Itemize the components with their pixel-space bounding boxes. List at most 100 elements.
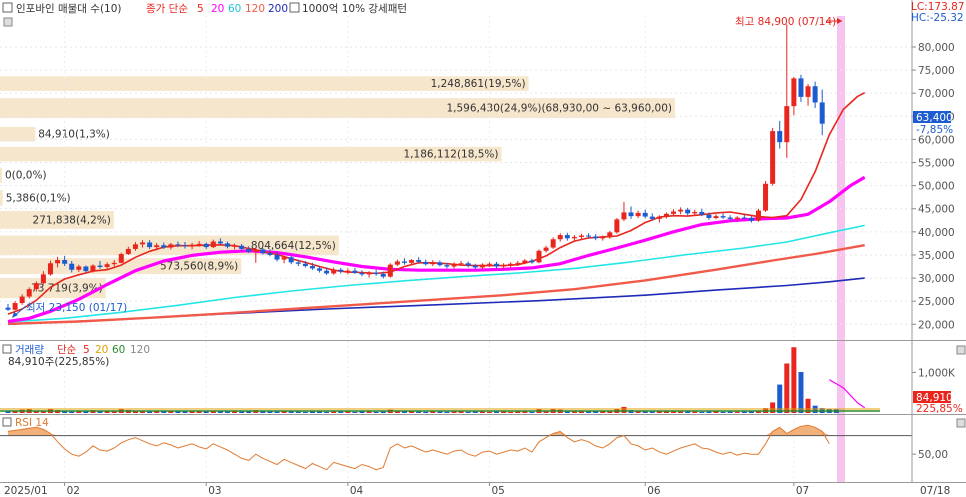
volume-bar[interactable] [770, 402, 776, 413]
volume-bar[interactable] [451, 411, 457, 413]
candle[interactable] [338, 267, 344, 274]
volume-bar[interactable] [154, 410, 160, 413]
volume-bar[interactable] [501, 411, 507, 413]
candle[interactable] [430, 260, 436, 267]
volume-bar[interactable] [529, 411, 535, 413]
candle[interactable] [656, 215, 662, 223]
volume-bar[interactable] [621, 406, 627, 413]
candle[interactable] [246, 246, 252, 254]
candle[interactable] [5, 303, 11, 311]
volume-bar[interactable] [515, 411, 521, 413]
candle[interactable] [663, 212, 669, 219]
candle[interactable] [479, 263, 485, 269]
candle[interactable] [69, 260, 75, 273]
volume-bar[interactable] [317, 411, 323, 413]
volume-bar[interactable] [12, 411, 18, 413]
volume-bar[interactable] [104, 411, 110, 413]
volume-bar[interactable] [239, 411, 245, 413]
candle[interactable] [508, 262, 514, 268]
volume-bar[interactable] [522, 411, 528, 413]
volume-bar[interactable] [798, 372, 804, 413]
candle[interactable] [253, 247, 259, 263]
candle[interactable] [140, 240, 146, 248]
volume-bar[interactable] [281, 410, 287, 413]
volume-bar[interactable] [366, 411, 372, 413]
ma20-legend[interactable]: 20 [211, 3, 224, 15]
volume-bar[interactable] [203, 410, 209, 413]
candle[interactable] [19, 294, 25, 305]
volume-bar[interactable] [444, 411, 450, 413]
ma120-legend[interactable]: 120 [245, 3, 265, 15]
volume-ma5-legend[interactable]: 5 [83, 344, 90, 356]
volume-bar[interactable] [217, 411, 223, 413]
volume-bar[interactable] [288, 411, 294, 413]
candle[interactable] [182, 242, 188, 249]
volume-bar[interactable] [182, 410, 188, 413]
volume-ma60-legend[interactable]: 60 [112, 344, 125, 356]
volume-bar[interactable] [486, 411, 492, 413]
ma200-legend[interactable]: 200 [268, 3, 288, 15]
candle[interactable] [12, 301, 18, 311]
volume-bar[interactable] [678, 411, 684, 413]
candle[interactable] [90, 264, 96, 273]
candle[interactable] [819, 89, 825, 136]
candle[interactable] [494, 261, 500, 269]
volume-bar[interactable] [741, 411, 747, 413]
candle[interactable] [734, 216, 740, 222]
volume-bar[interactable] [423, 411, 429, 413]
volume-bar[interactable] [331, 411, 337, 413]
candle[interactable] [309, 262, 315, 270]
candle[interactable] [437, 260, 443, 267]
volume-bar[interactable] [224, 411, 230, 413]
candle[interactable] [232, 243, 238, 250]
volume-bar[interactable] [479, 411, 485, 413]
volume-bar[interactable] [437, 411, 443, 413]
candle[interactable] [564, 232, 570, 241]
volume-bar[interactable] [260, 411, 266, 413]
volume-bar[interactable] [791, 347, 797, 413]
volume-bar[interactable] [359, 411, 365, 413]
volume-bar[interactable] [324, 411, 330, 413]
candle[interactable] [260, 248, 266, 255]
legend-toggle-icon[interactable] [2, 2, 13, 13]
candle[interactable] [203, 242, 209, 249]
candle[interactable] [147, 240, 153, 249]
candle[interactable] [486, 262, 492, 267]
candle[interactable] [501, 263, 507, 269]
candle[interactable] [777, 120, 783, 149]
volume-bar[interactable] [175, 411, 181, 413]
candle[interactable] [706, 212, 712, 220]
candle[interactable] [281, 255, 287, 264]
candle[interactable] [515, 260, 521, 267]
candle[interactable] [593, 234, 599, 241]
candle[interactable] [678, 207, 684, 215]
candle[interactable] [111, 260, 117, 267]
volume-bar[interactable] [309, 411, 315, 413]
panel-resize-handle[interactable] [3, 17, 13, 27]
candle[interactable] [451, 262, 457, 269]
candle[interactable] [578, 233, 584, 240]
volume-bar[interactable] [543, 410, 549, 413]
volume-bar[interactable] [40, 411, 46, 413]
candle[interactable] [55, 256, 61, 268]
volume-bar[interactable] [642, 411, 648, 413]
volume-bar[interactable] [600, 411, 606, 413]
volume-bar[interactable] [465, 411, 471, 413]
ma60-legend[interactable]: 60 [228, 3, 241, 15]
candle[interactable] [224, 241, 230, 249]
candle[interactable] [175, 241, 181, 248]
volume-bar[interactable] [755, 411, 761, 413]
volume-bar[interactable] [656, 411, 662, 413]
candle[interactable] [720, 213, 726, 219]
candle[interactable] [97, 260, 103, 269]
volume-bar[interactable] [168, 410, 174, 413]
volume-ma20-legend[interactable]: 20 [95, 344, 108, 356]
volume-bar[interactable] [189, 411, 195, 413]
candle[interactable] [416, 257, 422, 264]
candle[interactable] [267, 249, 273, 257]
volume-bar[interactable] [593, 411, 599, 413]
volume-bar[interactable] [132, 410, 138, 413]
candle[interactable] [529, 258, 535, 264]
candle[interactable] [196, 241, 202, 247]
